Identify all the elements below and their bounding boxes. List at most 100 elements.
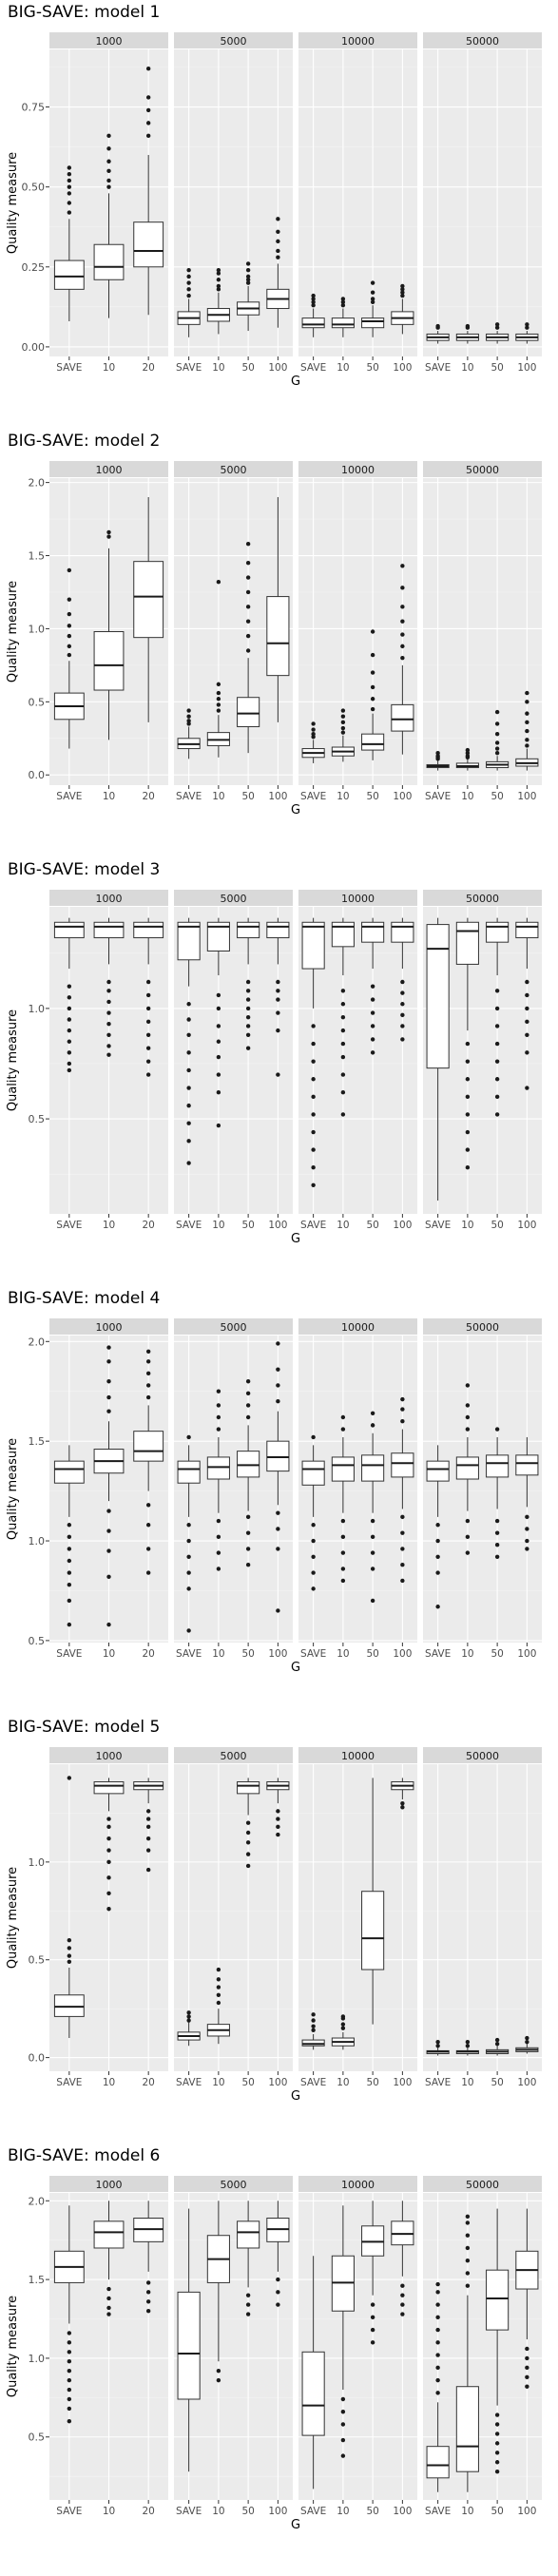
box [53, 260, 85, 290]
outlier-point [106, 184, 111, 189]
x-tick-label: 20 [142, 1648, 154, 1660]
outlier-point [400, 564, 405, 568]
y-tick-label: 0.0 [29, 2052, 46, 2065]
outlier-point [494, 2432, 500, 2436]
outlier-point [67, 2331, 72, 2336]
x-tick-label: SAVE [56, 1220, 82, 1231]
outlier-point [67, 1006, 72, 1011]
outlier-point [186, 1554, 191, 1560]
facet-strip-label: 10000 [341, 1321, 375, 1334]
outlier-point [245, 1547, 251, 1551]
outlier-point [311, 735, 316, 740]
outlier-point [400, 293, 405, 298]
outlier-point [494, 2441, 500, 2446]
outlier-point [145, 1046, 151, 1050]
facet-strip [49, 2176, 168, 2192]
outlier-point [340, 714, 346, 719]
x-tick-label: 50 [366, 362, 378, 374]
facet-strip-label: 10000 [341, 35, 375, 48]
outlier-point [67, 1776, 72, 1780]
facet-strip [49, 1747, 168, 1763]
outlier-point [494, 1077, 500, 1082]
outlier-point [465, 2233, 471, 2238]
x-tick-label: SAVE [56, 362, 82, 374]
outlier-point [465, 2271, 471, 2276]
outlier-point [145, 1019, 151, 1025]
y-tick-label: 0.0 [29, 769, 46, 781]
x-tick-label: SAVE [56, 2506, 82, 2517]
outlier-point [435, 2340, 440, 2345]
facet-strip [298, 1318, 417, 1335]
x-tick-label: SAVE [425, 1220, 451, 1231]
outlier-point [340, 2396, 346, 2402]
outlier-point [145, 979, 151, 985]
outlier-point [525, 325, 529, 330]
outlier-point [465, 1129, 471, 1135]
facet-strip-label: 10000 [341, 2179, 375, 2191]
x-tick-label: 100 [517, 1648, 536, 1660]
outlier-point [494, 1059, 500, 1064]
outlier-point [106, 2286, 111, 2292]
outlier-point [311, 1538, 316, 1544]
outlier-point [435, 1523, 440, 1528]
outlier-point [311, 1094, 316, 1100]
outlier-point [525, 2039, 529, 2045]
outlier-point [145, 95, 151, 100]
outlier-point [370, 2302, 375, 2307]
x-tick-label: 10 [337, 1648, 349, 1660]
box [177, 921, 201, 961]
x-tick-label: 50 [241, 2506, 254, 2517]
box [301, 2039, 325, 2047]
box [455, 921, 479, 965]
outlier-point [216, 1024, 221, 1028]
x-tick-label: 50 [491, 362, 503, 374]
outlier-point [340, 989, 346, 993]
outlier-point [435, 1570, 440, 1575]
outlier-point [340, 1002, 346, 1007]
outlier-point [145, 1059, 151, 1064]
outlier-point [465, 2039, 471, 2045]
outlier-point [216, 1054, 221, 1060]
box [515, 921, 539, 939]
box [486, 1454, 510, 1478]
outlier-point [67, 652, 72, 658]
outlier-point [276, 1824, 280, 1830]
outlier-point [400, 1805, 405, 1810]
x-tick-label: 10 [461, 791, 473, 802]
outlier-point [106, 2305, 111, 2311]
outlier-point [145, 1383, 151, 1388]
box [361, 921, 385, 943]
outlier-point [311, 1570, 316, 1575]
outlier-point [525, 2374, 529, 2379]
outlier-point [245, 1820, 251, 1825]
outlier-point [245, 1391, 251, 1396]
facet-strip [49, 890, 168, 906]
x-tick-label: 10 [337, 2506, 349, 2517]
outlier-point [494, 1006, 500, 1011]
outlier-point [435, 2377, 440, 2383]
outlier-point [276, 1608, 280, 1613]
outlier-point [276, 217, 280, 221]
outlier-point [340, 1534, 346, 1540]
outlier-point [465, 2283, 471, 2288]
x-tick-label: 100 [517, 2506, 536, 2517]
outlier-point [106, 178, 111, 183]
outlier-point [311, 2018, 316, 2023]
outlier-point [145, 1824, 151, 1830]
x-tick-label: 50 [241, 1220, 254, 1231]
x-tick-label: SAVE [176, 2506, 202, 2517]
y-tick-label: 2.0 [29, 477, 46, 490]
x-tick-label: 100 [268, 362, 287, 374]
outlier-point [494, 322, 500, 327]
outlier-point [311, 297, 316, 301]
outlier-point [245, 274, 251, 279]
x-tick-label: 10 [337, 2077, 349, 2088]
outlier-point [311, 1059, 316, 1064]
chart-title: BIG-SAVE: model 1 [8, 3, 160, 22]
outlier-point [494, 2469, 500, 2474]
outlier-point [245, 1379, 251, 1384]
outlier-point [370, 1423, 375, 1428]
x-tick-label: 10 [337, 791, 349, 802]
x-tick-label: SAVE [56, 791, 82, 802]
outlier-point [435, 323, 440, 329]
